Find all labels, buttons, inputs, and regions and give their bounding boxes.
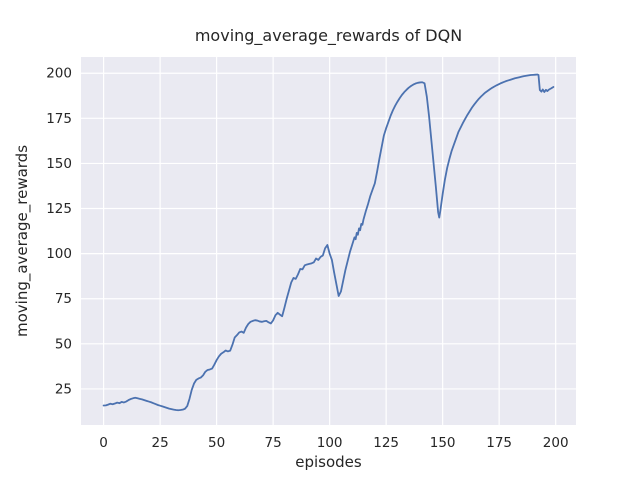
- y-tick-label: 200: [46, 66, 72, 82]
- x-tick-label: 100: [317, 435, 343, 451]
- gridlines: [81, 57, 576, 425]
- x-tick-label: 175: [486, 435, 512, 451]
- x-tick-label: 75: [265, 435, 282, 451]
- y-axis-label: moving_average_rewards: [13, 145, 32, 337]
- y-tick-label: 75: [55, 291, 72, 307]
- y-tick-label: 150: [46, 156, 72, 172]
- x-tick-label: 125: [373, 435, 399, 451]
- x-tick-label: 50: [208, 435, 225, 451]
- y-tick-label: 50: [55, 336, 72, 352]
- y-tick-label: 25: [55, 381, 72, 397]
- x-tick-label: 25: [152, 435, 169, 451]
- plot-area: [81, 57, 576, 425]
- series-line: [102, 73, 555, 412]
- y-tick-label: 125: [46, 201, 72, 217]
- y-tick-label: 175: [46, 111, 72, 127]
- chart-title: moving_average_rewards of DQN: [195, 26, 462, 46]
- y-tick-label: 100: [46, 246, 72, 262]
- series-group: [102, 73, 555, 412]
- x-axis-label: episodes: [295, 453, 362, 471]
- x-tick-label: 0: [99, 435, 108, 451]
- x-tick-label: 200: [543, 435, 569, 451]
- x-tick-label: 150: [430, 435, 456, 451]
- tick-labels: 0 25 50 75 100 125 150 175 200 25 50 75 100 125 150 175…: [46, 66, 568, 451]
